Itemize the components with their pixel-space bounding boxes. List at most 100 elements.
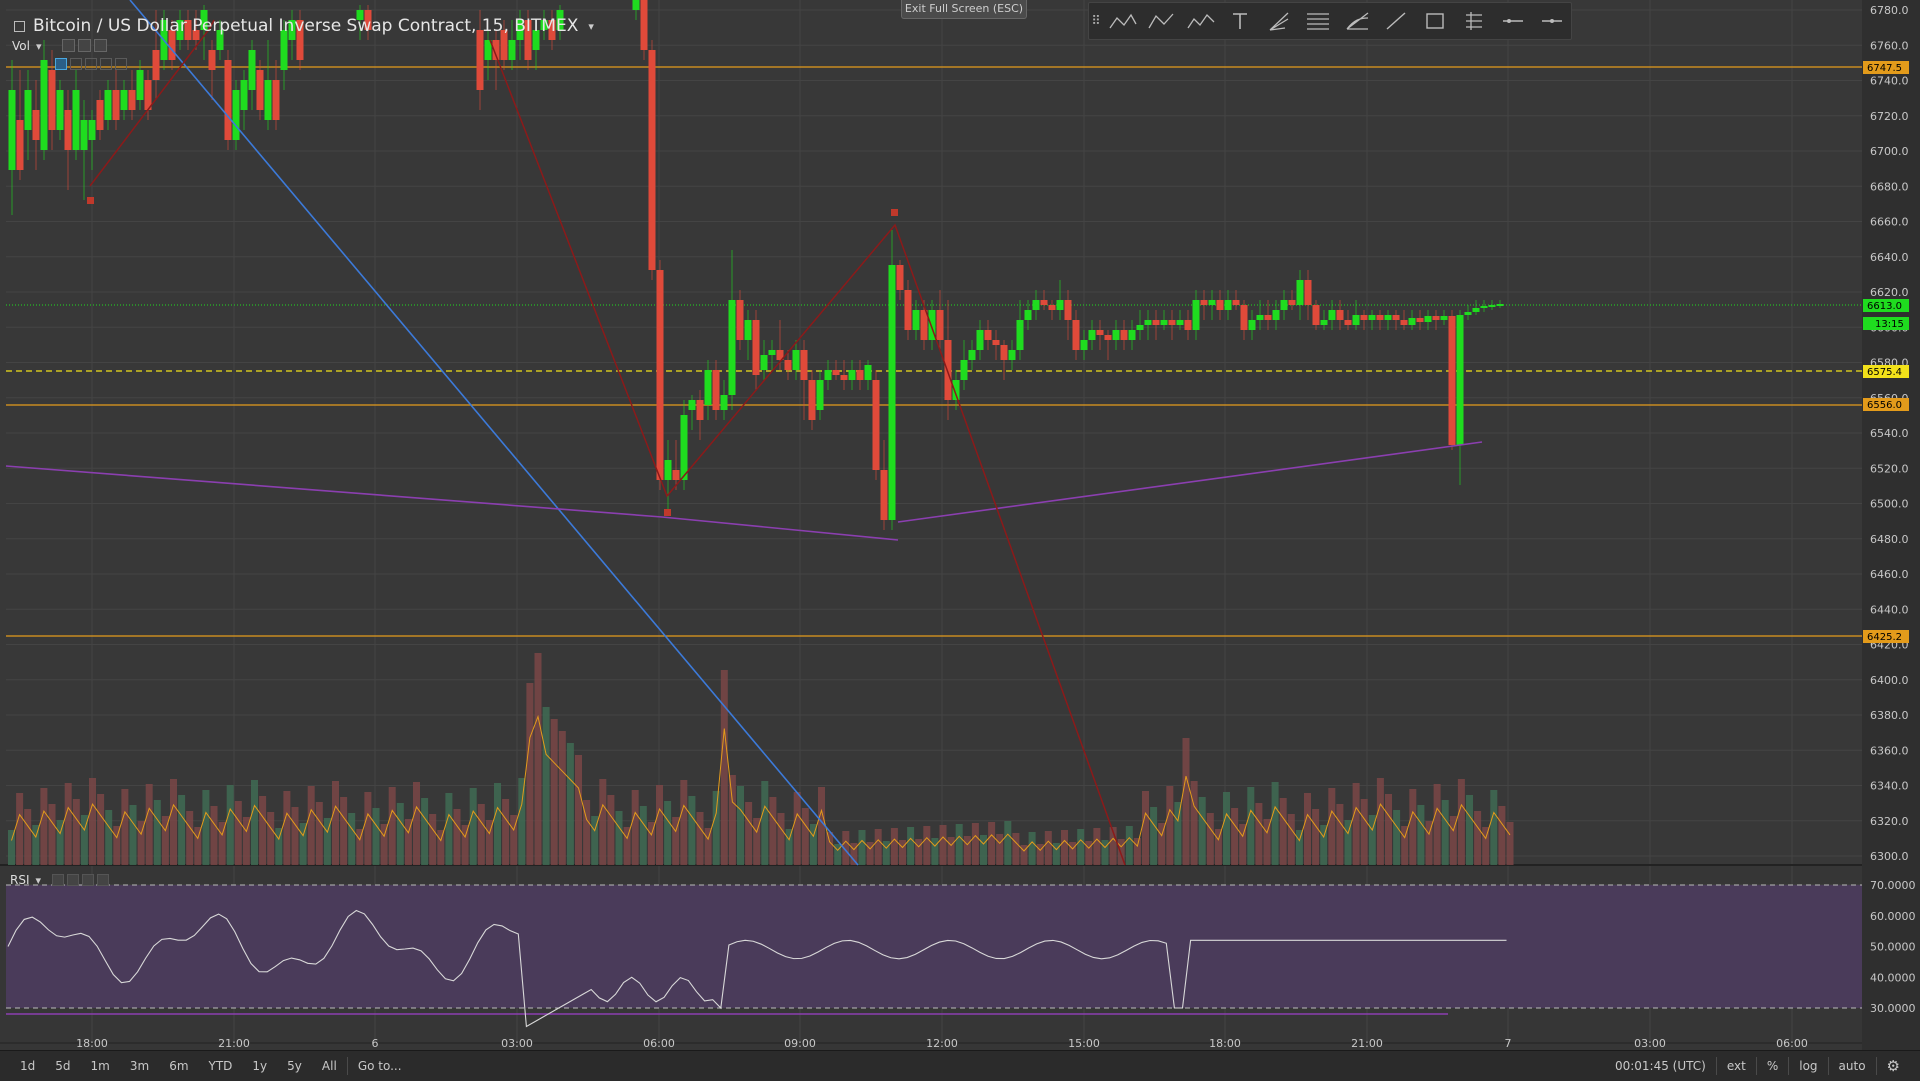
price-axis-label: 6320.0 [1870,815,1909,828]
candle [1104,335,1112,340]
more-icon[interactable] [97,874,109,886]
candle [1128,330,1136,340]
time-axis-label: 21:00 [218,1037,250,1050]
grip-icon[interactable]: ⠿ [1091,13,1101,29]
chart-canvas[interactable]: 6780.0 6760.0 6740.0 6720.0 6700.0 6680.0 6660… [0,0,1920,1050]
price-axis-label: 6500.0 [1870,498,1909,511]
volume-bar [1085,841,1093,865]
close-icon[interactable] [82,874,94,886]
candle [40,60,48,150]
volume-bar [121,789,129,865]
price-axis-label: 6460.0 [1870,568,1909,581]
utc-clock[interactable]: 00:01:45 (UTC) [1614,1059,1706,1073]
candle [1112,330,1120,340]
candle [704,370,712,405]
rsi-study-buttons [52,874,109,886]
candle [864,365,872,380]
chevron-down-icon[interactable]: ▾ [588,19,594,33]
volume-bar [1052,843,1060,865]
rsi-axis: 70.0000 60.0000 50.0000 40.0000 30.0000 [1870,879,1916,1015]
candle [1064,300,1072,320]
blue-trend-line [129,0,859,866]
ext-toggle[interactable]: ext [1726,1059,1746,1073]
horizontal-line-icon[interactable] [1493,3,1532,39]
format-icon[interactable] [70,58,82,70]
price-axis-label: 6540.0 [1870,427,1909,440]
source-icon[interactable] [85,58,97,70]
volume-bar [1320,825,1328,865]
settings-icon[interactable] [67,874,79,886]
range-6m[interactable]: 6m [169,1059,189,1073]
range-5d[interactable]: 5d [55,1059,71,1073]
volume-bar [575,755,582,865]
volume-bar [801,808,809,865]
percent-toggle[interactable]: % [1766,1059,1779,1073]
volume-study-label[interactable]: Vol ▾ [12,39,41,53]
gear-icon[interactable]: ⚙ [1886,1057,1900,1075]
chevron-down-icon[interactable]: ▾ [35,39,42,53]
volume-bar [818,787,825,865]
volume-bar [1044,831,1052,865]
rectangle-icon[interactable] [1415,3,1454,39]
price-candles [8,0,1504,530]
range-3m[interactable]: 3m [129,1059,150,1073]
volume-bar [1498,806,1506,865]
eye-icon[interactable] [62,39,75,52]
candle [356,10,364,20]
candle [184,20,192,40]
candle [248,50,256,90]
range-ytd[interactable]: YTD [208,1059,233,1073]
pitchfork-icon[interactable] [1259,3,1298,39]
chart-legend-title[interactable]: Bitcoin / US Dollar Perpetual Inverse Sw… [14,16,594,36]
rsi-study-label[interactable]: RSI ▾ [10,873,41,887]
long-position-icon[interactable] [1454,3,1493,39]
range-1m[interactable]: 1m [90,1059,110,1073]
collapse-icon[interactable] [14,20,25,32]
price-axis-label: 6760.0 [1870,39,1909,52]
goto-button[interactable]: Go to... [357,1059,402,1073]
remove-icon[interactable] [100,58,112,70]
candle [1224,300,1232,310]
exit-fullscreen-button[interactable]: Exit Full Screen (ESC) [901,0,1027,19]
price-axis-label: 6780.0 [1870,4,1909,17]
auto-toggle[interactable]: auto [1838,1059,1866,1073]
candle [928,310,936,340]
close-icon[interactable] [94,39,107,52]
candle [1000,345,1008,360]
range-all[interactable]: All [321,1059,337,1073]
candle [264,80,272,120]
volume-bar [1449,816,1457,865]
pattern-elliott-icon[interactable] [1181,3,1220,39]
candle [1448,316,1456,445]
pattern-xabcd-icon[interactable] [1103,3,1142,39]
candle [1208,300,1216,305]
candle [1072,320,1080,350]
candle [152,50,160,80]
horizontal-ray-icon[interactable] [1532,3,1571,39]
candle [792,350,800,370]
eye-icon[interactable] [52,874,64,886]
settings-icon[interactable] [78,39,91,52]
volume-bar [356,829,364,865]
range-5y[interactable]: 5y [287,1059,302,1073]
pattern-abcd-icon[interactable] [1142,3,1181,39]
volume-bar [971,823,979,865]
range-1y[interactable]: 1y [252,1059,268,1073]
visibility-icon[interactable] [55,58,67,70]
text-icon[interactable] [1220,3,1259,39]
volume-bar [1409,789,1417,865]
more-icon[interactable] [115,58,127,70]
candle [1424,316,1432,322]
candle [744,320,752,340]
chevron-down-icon[interactable]: ▾ [35,873,42,887]
fib-fan-icon[interactable] [1337,3,1376,39]
candle [1416,318,1424,322]
fib-retracement-icon[interactable] [1298,3,1337,39]
trend-line-icon[interactable] [1376,3,1415,39]
log-toggle[interactable]: log [1799,1059,1818,1073]
volume-bar [1287,814,1295,865]
range-1d[interactable]: 1d [20,1059,36,1073]
candle [912,310,920,330]
volume-bar [712,791,720,865]
volume-bar [218,822,226,865]
